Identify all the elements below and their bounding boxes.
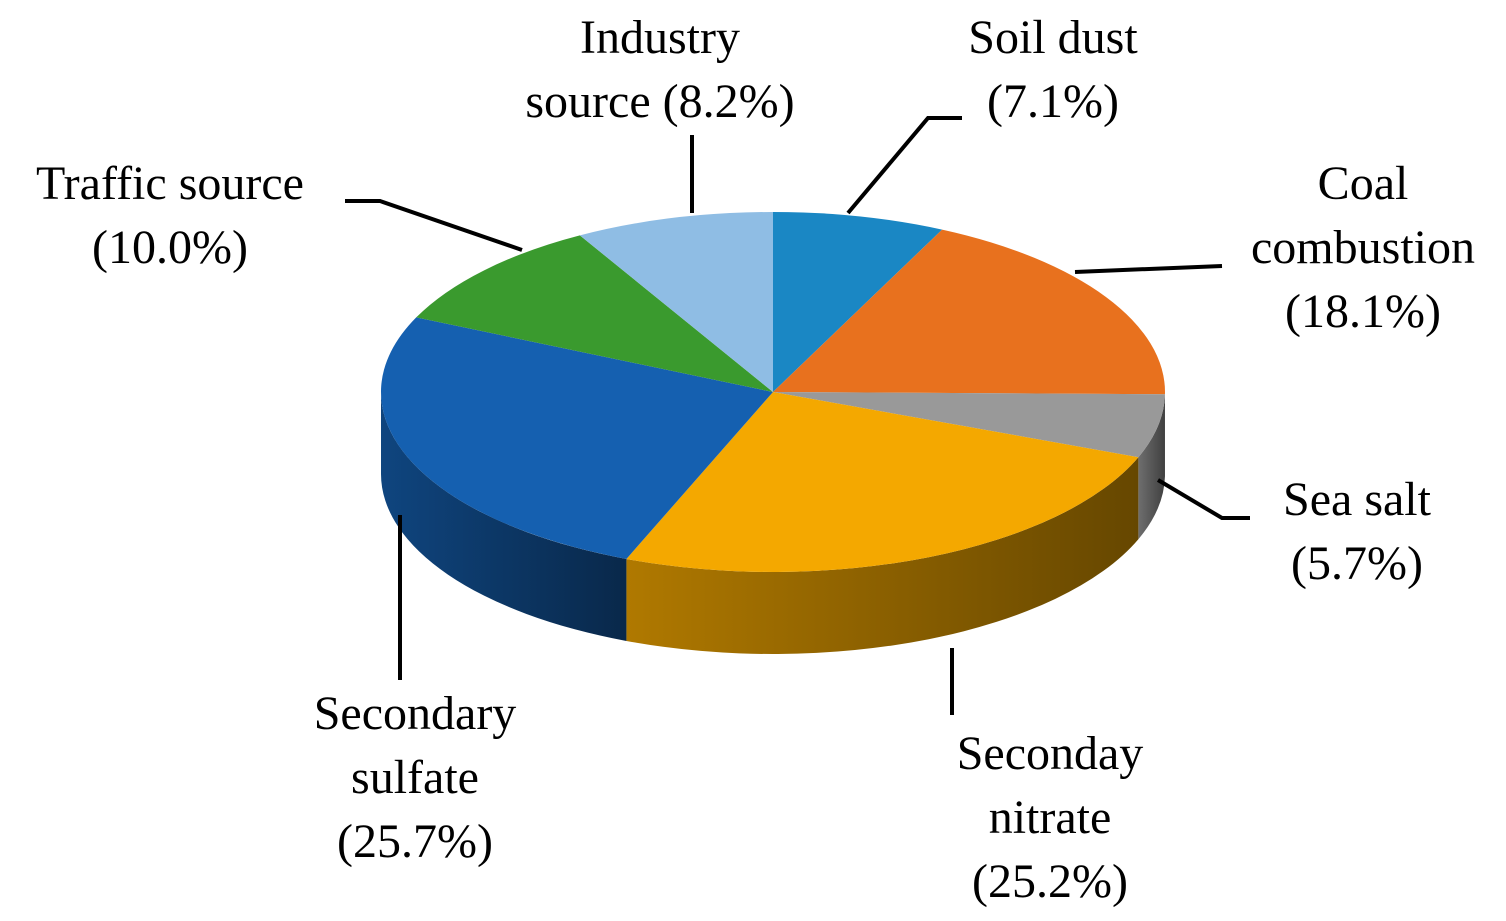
category-label: Industry source [525,11,740,128]
category-label: Traffic source [36,157,304,210]
value-label: (18.1%) [1285,285,1441,338]
slice [626,392,1139,572]
data-label: Sea salt (5.7%) [1207,468,1506,596]
slice-side [1138,394,1165,540]
data-label: Soil dust (7.1%) [903,6,1203,134]
slice [579,212,773,392]
data-label: Traffic source (10.0%) [0,152,360,280]
slice [416,235,773,392]
category-label: Secondary sulfate [313,687,517,804]
category-label: Sea salt [1283,473,1431,526]
slice-side [626,457,1139,654]
category-label: Seconday nitrate [956,727,1144,844]
data-label: Industry source (8.2%) [480,6,840,134]
leader-line [1074,264,1223,274]
leader-line [345,199,523,252]
slice [380,317,773,559]
value-label: (5.7%) [1291,537,1423,590]
value-label: (25.7%) [337,815,493,868]
slice [773,212,943,392]
slice-side [381,392,627,641]
value-label: (10.0%) [92,221,248,274]
slice [773,229,1165,395]
category-label: Coal combustion [1251,157,1475,274]
data-label: Seconday nitrate (25.2%) [925,722,1175,914]
leader-line [846,116,962,215]
category-label: Soil dust [968,11,1138,64]
data-label: Coal combustion (18.1%) [1218,152,1506,344]
data-label: Secondary sulfate (25.7%) [280,682,550,874]
value-label: (8.2%) [662,75,795,128]
leader-lines [345,116,1250,715]
leader-line [1156,478,1250,520]
slice [773,392,1165,458]
value-label: (7.1%) [987,75,1119,128]
value-label: (25.2%) [972,855,1128,908]
